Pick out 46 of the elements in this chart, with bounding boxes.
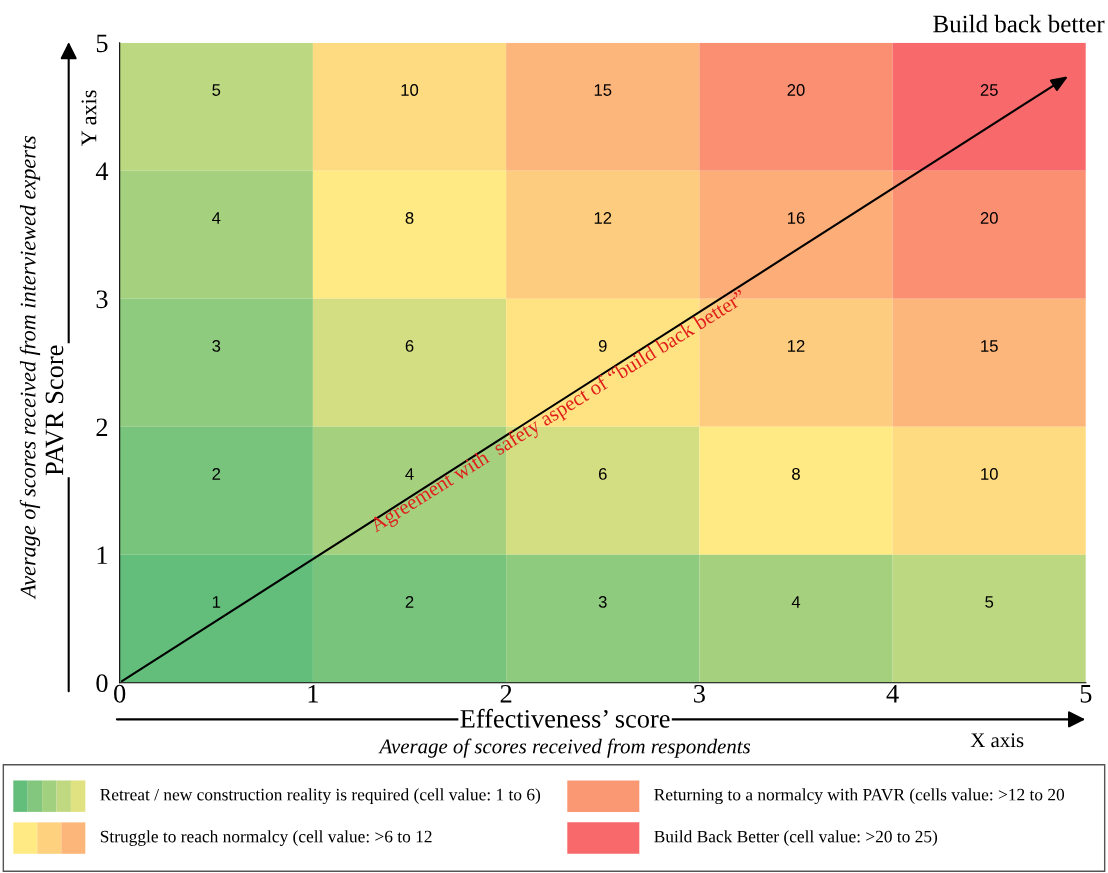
data-label: 20 (787, 84, 805, 96)
x-tick-label: 5 (1080, 685, 1092, 703)
data-label: 20 (980, 212, 998, 224)
data-label: 16 (787, 212, 805, 224)
text: Returning to a normalcy with PAVR (cells value: >12 to 20 (654, 788, 1065, 805)
data-label: 6 (598, 468, 607, 480)
data-label: 2 (405, 596, 414, 608)
data-label: 4 (791, 596, 801, 608)
text: Average of scores received from interviewed experts (19, 135, 41, 600)
y-tick-label: 5 (96, 34, 108, 53)
data-label: 3 (598, 596, 607, 608)
x-tick-label: 2 (500, 684, 512, 703)
data-label: 12 (594, 212, 612, 224)
data-label: 3 (212, 340, 221, 352)
x-axis-title: Effectiveness’ score (460, 708, 670, 728)
data-label: 4 (212, 212, 221, 224)
text: X axis (970, 733, 1024, 748)
y-tick-label: 2 (96, 418, 108, 436)
data-label: 25 (980, 84, 998, 96)
data-label: 5 (985, 596, 994, 608)
y-tick-label: 3 (96, 290, 108, 309)
data-label: 2 (212, 468, 221, 480)
data-label: 1 (212, 596, 221, 608)
x-tick-label: 0 (114, 684, 126, 703)
data-label: 15 (594, 84, 612, 96)
data-label: 6 (405, 340, 414, 352)
text: Average of scores received from respondents (378, 738, 751, 758)
data-label: 10 (981, 468, 998, 480)
data-label: 15 (981, 340, 998, 352)
data-label: 9 (598, 340, 607, 352)
data-label: 12 (787, 340, 805, 352)
y-axis-title: PAVR Score (45, 345, 64, 476)
data-label: 10 (401, 84, 419, 96)
text: Y axis (81, 90, 97, 146)
text: Build back better (933, 14, 1105, 33)
x-tick-label: 1 (308, 684, 318, 703)
text: Struggle to reach normalcy (cell value: >6 to 12 (100, 830, 432, 846)
text: Retreat / new construction reality is required (cell value: 1 to 6) (100, 788, 541, 805)
data-label: 5 (212, 84, 221, 96)
y-tick-label: 1 (97, 546, 107, 564)
x-tick-label: 4 (886, 685, 899, 703)
y-tick-label: 4 (95, 162, 109, 180)
data-label: 8 (792, 468, 800, 480)
x-tick-label: 3 (694, 684, 705, 703)
data-label: 8 (405, 212, 414, 224)
text: Build Back Better (cell value: >20 to 25) (654, 830, 938, 846)
